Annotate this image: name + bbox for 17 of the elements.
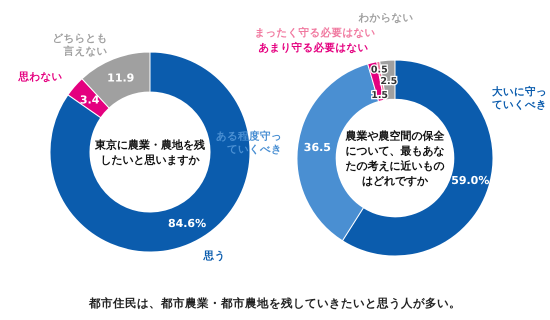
data-label: 0.5: [370, 64, 388, 76]
slice-label: 大いに守っていくべき: [492, 85, 547, 112]
slice-label: 思わない: [17, 70, 62, 83]
text: 農業や農空間の保全について、最もあなたの考えに近いものはどれですか: [344, 130, 446, 188]
data-label: 11.9: [107, 72, 134, 85]
slice-label: あまり守る必要はない: [258, 41, 368, 54]
slice-label: 思う: [202, 250, 226, 262]
data-label: 3.4: [80, 94, 100, 107]
data-label: 36.5: [304, 140, 331, 154]
text: 都市住民は、都市農業・都市農地を残していきたいと思う人が多い。: [88, 296, 461, 310]
data-label: 59.0%: [451, 174, 490, 187]
slice-label: どちらとも言えない: [52, 32, 108, 58]
slice-label: まったく守る必要はない: [254, 26, 376, 40]
data-label: 84.6%: [168, 216, 206, 230]
text: 東京に農業・農地を残したいと思いますか: [94, 138, 205, 166]
slice-label: わからない: [358, 12, 414, 24]
data-label: 1.5: [371, 90, 388, 102]
